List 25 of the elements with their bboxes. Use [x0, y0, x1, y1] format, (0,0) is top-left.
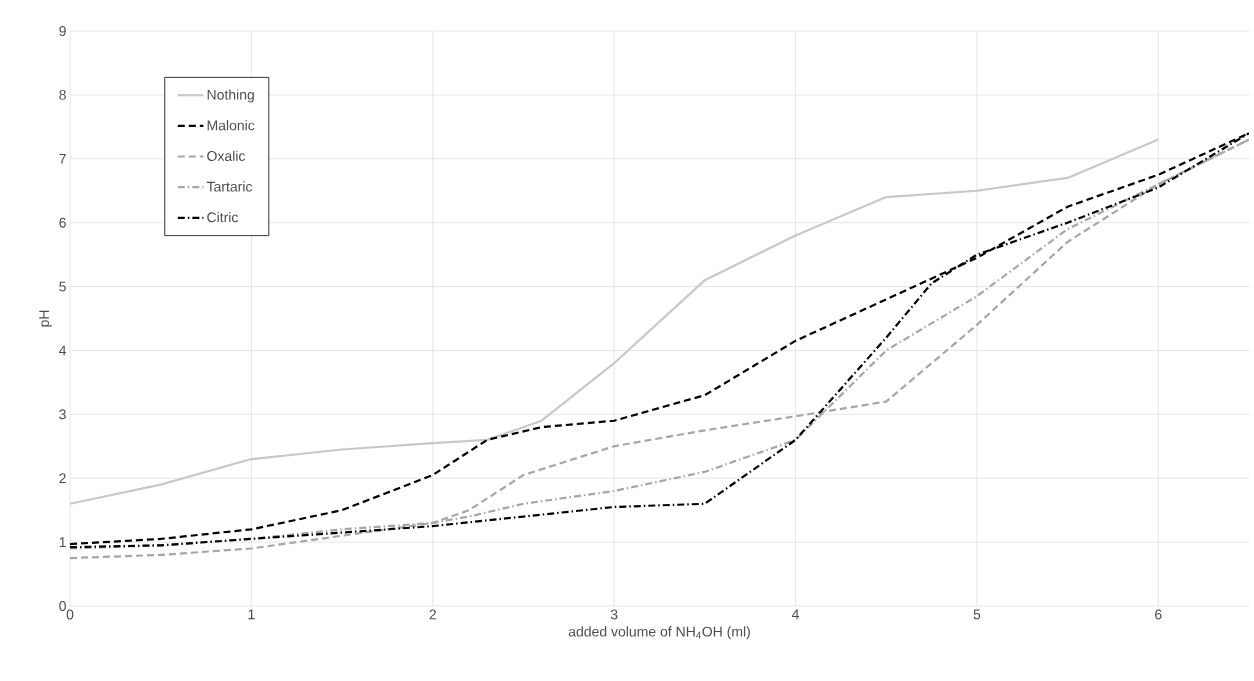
line-series	[70, 138, 1160, 505]
y-tick-label: 0	[59, 601, 66, 611]
legend-label: Tartaric	[206, 181, 253, 192]
x-tick-label: 1	[248, 609, 255, 620]
x-axis-title: added volume of NH$_{4}$OH (ml)	[568, 626, 750, 640]
legend-label: Nothing	[207, 89, 254, 103]
y-tick-label: 5	[59, 281, 66, 292]
x-tick-label: 4	[791, 609, 800, 620]
legend-label: Malonic	[207, 120, 255, 131]
y-tick-label: 1	[59, 537, 66, 547]
y-axis-title: pH	[39, 310, 52, 327]
x-tick-label: 5	[973, 609, 981, 620]
y-tick-label: 7	[59, 153, 66, 164]
y-tick-label: 9	[59, 26, 66, 36]
y-tick-label: 2	[59, 473, 66, 484]
legend-label: Oxalic	[207, 150, 246, 161]
x-tick-label: 3	[610, 609, 618, 620]
x-tick-label: 0	[66, 609, 74, 620]
y-tick-label: 4	[58, 345, 67, 356]
legend-label: Citric	[207, 211, 239, 223]
x-tick-label: 2	[429, 609, 436, 620]
y-tick-label: 3	[59, 409, 66, 420]
x-tick-label: 6	[1155, 609, 1162, 620]
y-tick-label: 8	[59, 89, 66, 100]
y-tick-label: 6	[59, 217, 66, 228]
